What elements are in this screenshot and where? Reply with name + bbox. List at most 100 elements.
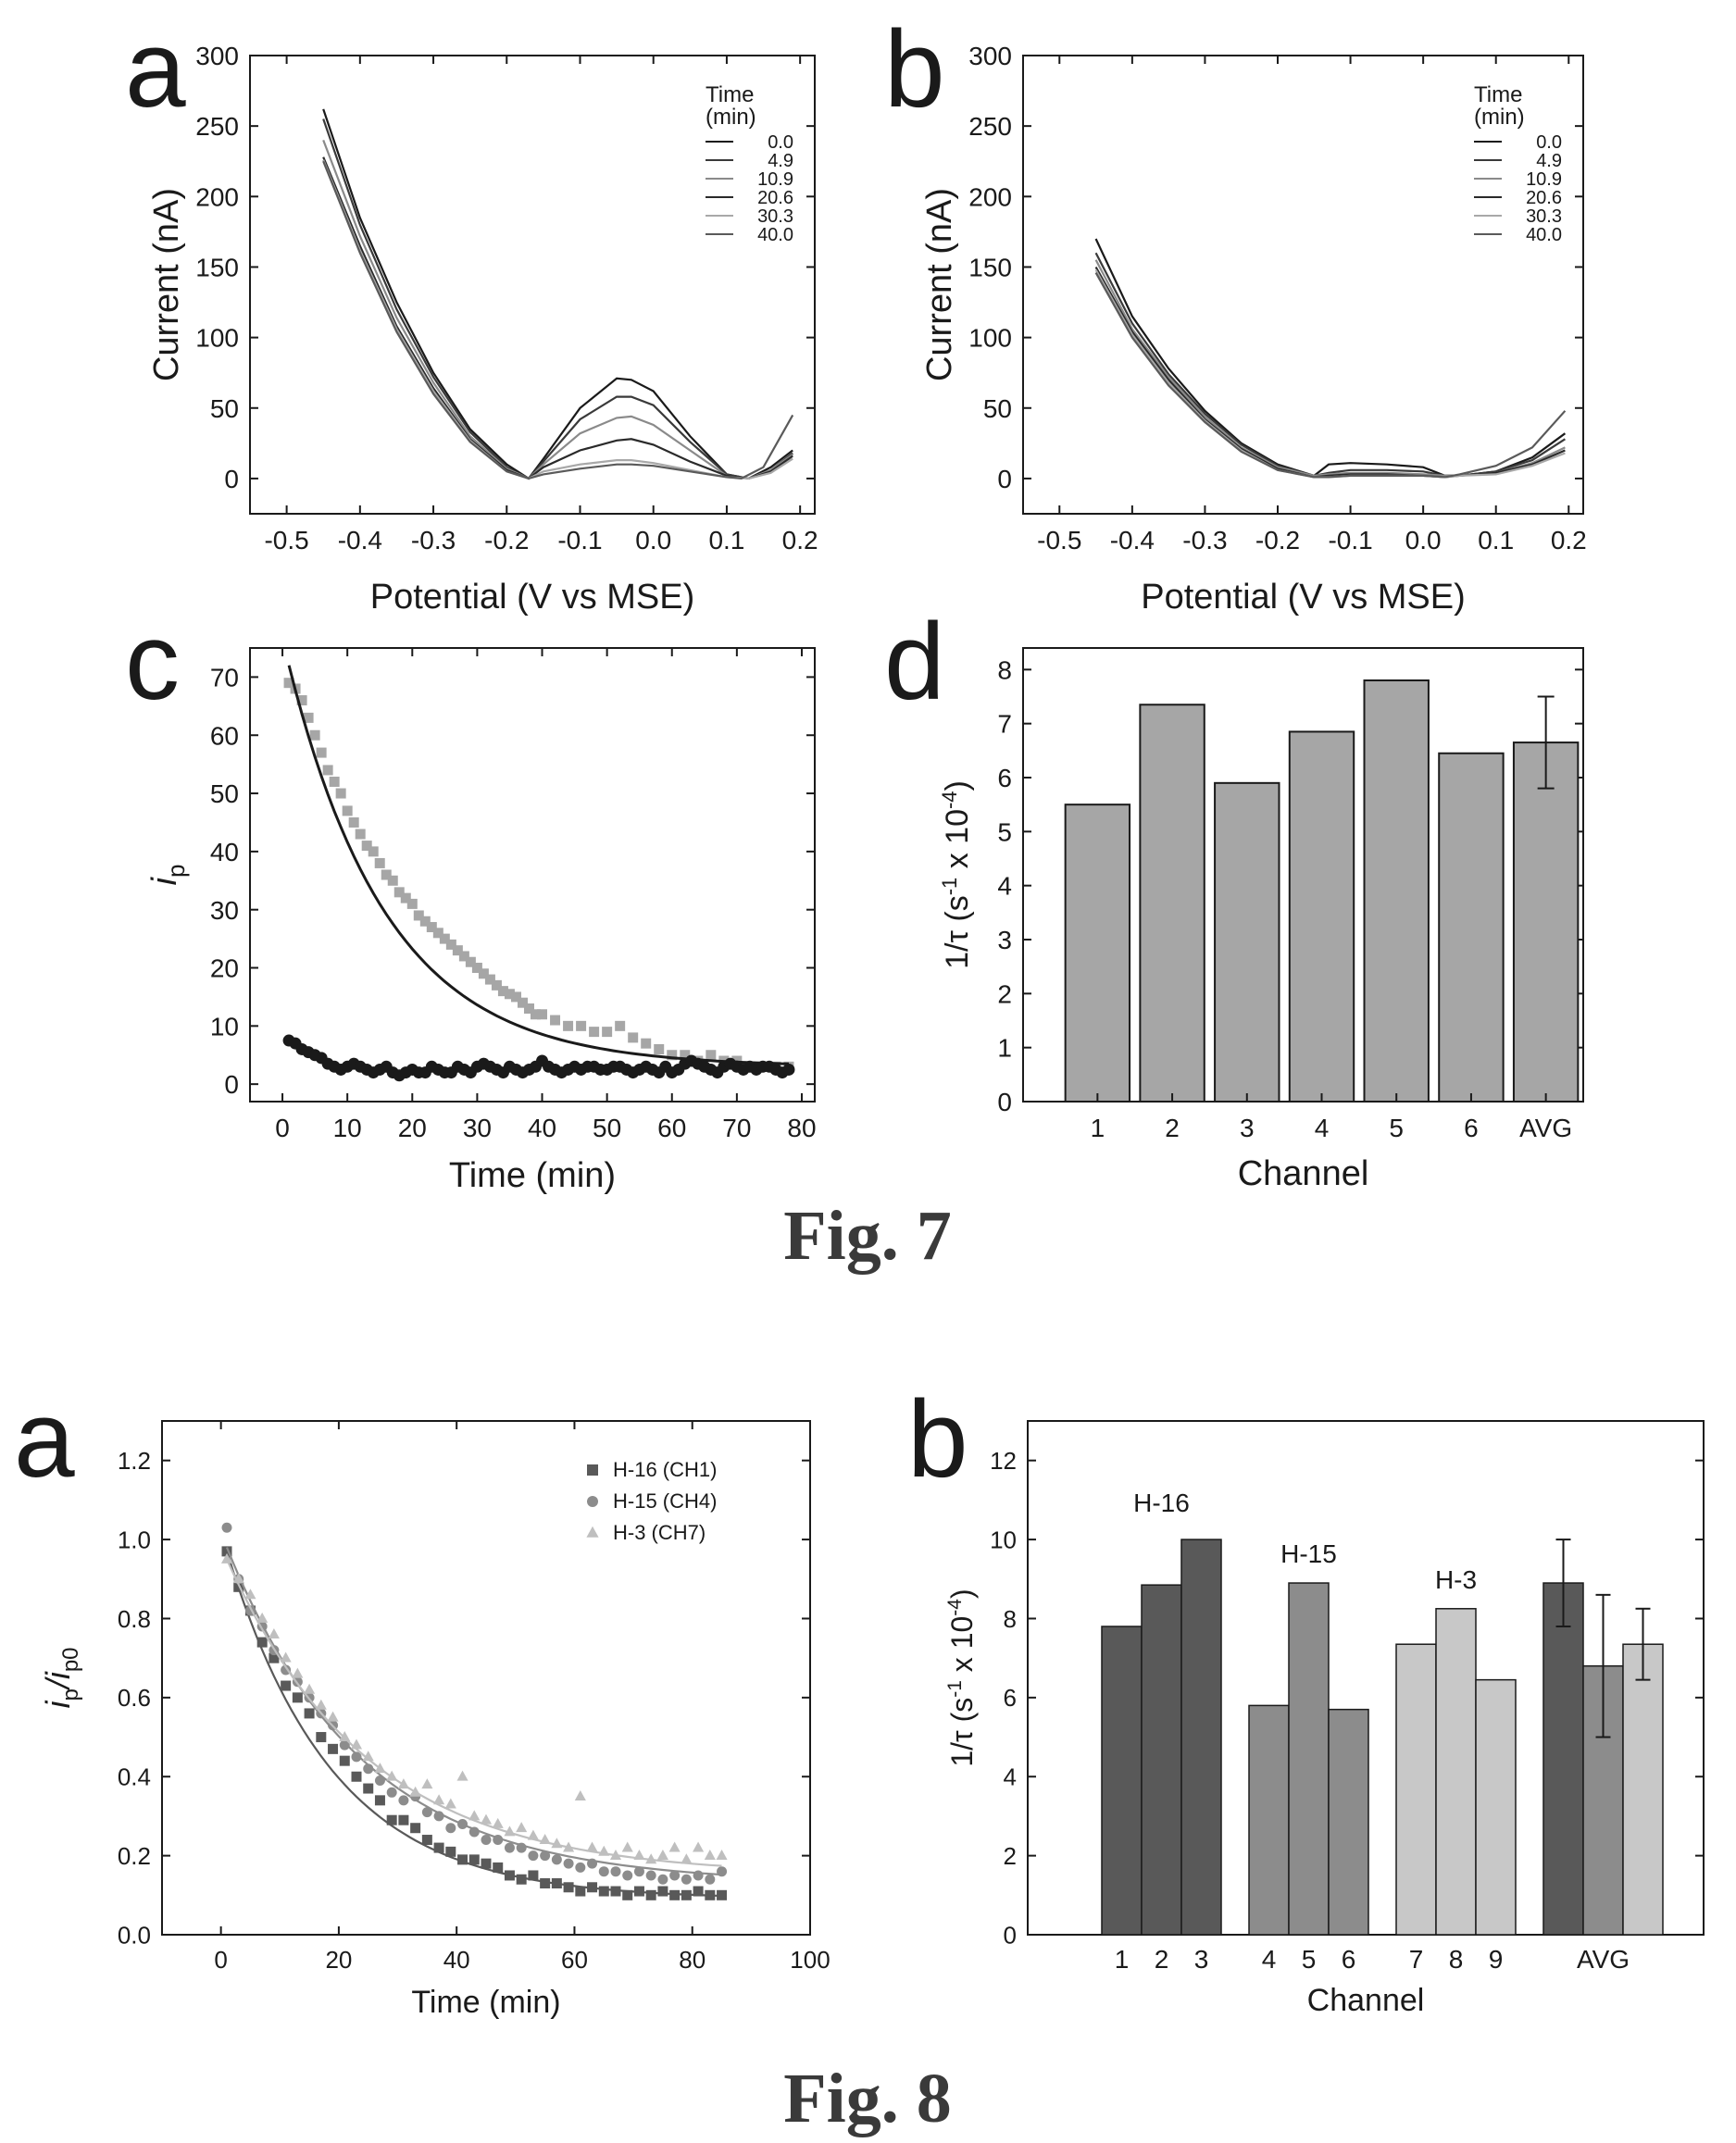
data-point: [316, 747, 327, 758]
fig8-panel-a: 0.0 0.2 0.4 0.6 0.8 1.0 1.2 0 20 40 60 80 100 H-16 (C…: [14, 1378, 831, 2020]
data-point: [493, 1862, 504, 1873]
x-axis-label: Potential (V vs MSE): [370, 578, 695, 617]
data-point: [309, 729, 320, 741]
data-point: [393, 887, 405, 898]
data-point: [339, 1755, 350, 1766]
y-tick-label: 1.2: [118, 1447, 151, 1475]
data-point: [656, 1850, 668, 1861]
y-tick-label: 0.8: [118, 1605, 151, 1633]
fit-curve: [287, 665, 790, 1065]
x-tick-label: 80: [679, 1946, 706, 1974]
data-point: [657, 1874, 668, 1885]
x-tick-label: -0.4: [338, 526, 382, 554]
y-tick-label: 100: [968, 324, 1012, 353]
y-tick-label: 0.0: [118, 1921, 151, 1949]
label-part: x 10: [945, 1616, 979, 1680]
x-tick-label: 7: [1409, 1945, 1424, 1974]
data-point: [551, 1838, 563, 1849]
data-point: [421, 1807, 432, 1818]
label-part: i: [39, 1701, 77, 1709]
x-tick-label: 1: [1091, 1114, 1105, 1142]
x-tick-label: 4: [1315, 1114, 1330, 1142]
legend-label: 20.6: [757, 188, 793, 208]
data-point: [327, 1711, 339, 1722]
y-axis-label: ip: [145, 865, 190, 886]
data-point: [716, 1850, 728, 1861]
legend-title-unit: (min): [706, 105, 756, 130]
data-point: [374, 857, 385, 868]
x-tick-label: -0.1: [557, 526, 602, 554]
data-point: [540, 1850, 551, 1862]
data-point: [322, 765, 333, 776]
data-point: [457, 1854, 468, 1865]
bar-2: [1139, 704, 1205, 1103]
y-tick-label: 60: [210, 721, 239, 750]
data-point: [328, 1743, 339, 1754]
x-axis-label: Channel: [1238, 1154, 1369, 1193]
data-point: [374, 1763, 386, 1774]
data-point: [551, 1854, 562, 1865]
data-point: [681, 1889, 692, 1900]
data-point: [504, 989, 515, 1000]
y-tick-label: 50: [210, 394, 239, 423]
legend-label: 4.9: [768, 151, 793, 171]
plot-frame: [1022, 55, 1584, 515]
legend-title-unit: (min): [1474, 105, 1525, 130]
y-tick-label: 0.6: [118, 1684, 151, 1712]
label-part: ): [940, 780, 975, 791]
data-point: [458, 951, 469, 962]
bar-6: [1438, 752, 1505, 1103]
legend-label: H-16 (CH1): [613, 1458, 717, 1481]
data-point: [280, 1651, 292, 1663]
data-point: [445, 1846, 456, 1857]
legend-label: 30.3: [1526, 206, 1562, 227]
data-point: [456, 1770, 468, 1781]
series-line-0.0: [1094, 238, 1567, 478]
data-point: [493, 1835, 504, 1846]
x-tick-label: 0.1: [1478, 526, 1514, 554]
panel-letter: b: [907, 1378, 968, 1501]
y-tick-label: 250: [968, 112, 1012, 141]
label-part: /i: [39, 1671, 77, 1691]
series-line-40.0: [1094, 272, 1567, 479]
label-part: -4: [938, 791, 961, 809]
data-point: [342, 805, 353, 816]
x-tick-label: 0.0: [1405, 526, 1442, 554]
y-tick-label: 150: [968, 254, 1012, 282]
data-point: [550, 1015, 561, 1026]
data-point: [281, 1680, 292, 1691]
group-label: H-15: [1280, 1539, 1337, 1568]
data-point: [680, 1050, 691, 1061]
data-point: [563, 1858, 574, 1869]
data-point: [426, 922, 437, 933]
data-point: [244, 1589, 256, 1600]
x-tick-label: 100: [790, 1946, 830, 1974]
data-point: [551, 1878, 562, 1888]
data-point: [478, 968, 489, 979]
y-tick-label: 1: [997, 1034, 1012, 1063]
y-tick-label: 40: [210, 838, 239, 866]
data-point: [516, 1874, 527, 1885]
x-tick-label: 8: [1449, 1945, 1464, 1974]
data-point: [419, 916, 431, 927]
data-point: [221, 1522, 232, 1533]
y-axis-label: 1/τ (s-1 x 10-4): [944, 1589, 979, 1766]
data-point: [504, 1842, 515, 1853]
data-point: [492, 1817, 504, 1828]
data-point: [531, 1009, 542, 1020]
y-axis-label: Current (nA): [147, 188, 186, 381]
x-axis-label: Potential (V vs MSE): [1141, 578, 1466, 617]
data-point: [386, 1787, 397, 1798]
data-point: [481, 1858, 492, 1869]
bar-1: [1064, 804, 1131, 1103]
bar-channel-4: [1248, 1704, 1290, 1936]
legend-label: 10.9: [757, 169, 793, 190]
data-point: [256, 1637, 268, 1648]
x-tick-label: 2: [1165, 1114, 1180, 1142]
label-part: -1: [938, 878, 961, 896]
data-point: [528, 1850, 539, 1862]
data-point: [645, 1889, 656, 1900]
data-point: [220, 1552, 233, 1564]
data-point: [575, 1886, 586, 1897]
